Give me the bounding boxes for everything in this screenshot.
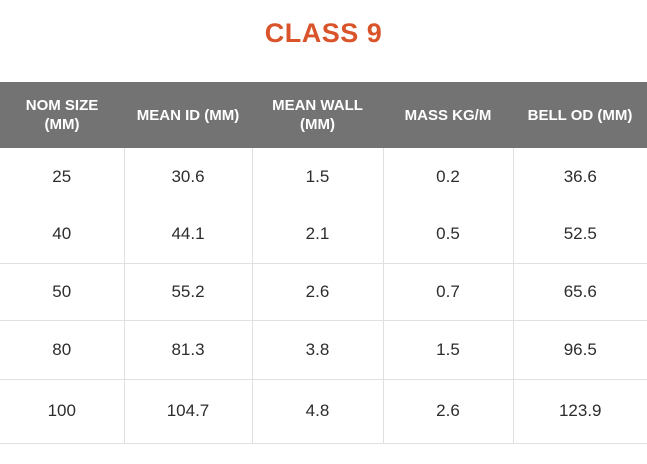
table-row: 50 55.2 2.6 0.7 65.6 <box>0 262 647 320</box>
table-cell: 65.6 <box>512 262 647 320</box>
table-cell: 81.3 <box>123 319 252 379</box>
table-cell: 4.8 <box>251 378 383 443</box>
table-cell: 104.7 <box>123 378 252 443</box>
table-cell: 2.6 <box>251 262 383 320</box>
column-header-mass: MASS KG/M <box>383 82 513 148</box>
table-cell: 36.6 <box>512 148 647 205</box>
table-cell: 1.5 <box>382 319 513 379</box>
table-row: 40 44.1 2.1 0.5 52.5 <box>0 205 647 263</box>
class-9-spec-table: NOM SIZE (MM) MEAN ID (MM) MEAN WALL (MM… <box>0 82 647 444</box>
table-cell: 80 <box>0 319 124 379</box>
table-row: 80 81.3 3.8 1.5 96.5 <box>0 319 647 379</box>
table-cell: 50 <box>0 262 124 320</box>
table-body: 25 30.6 1.5 0.2 36.6 40 44.1 2.1 0.5 52.… <box>0 148 647 443</box>
table-cell: 2.1 <box>251 205 383 263</box>
table-cell: 0.5 <box>382 205 513 263</box>
table-cell: 0.2 <box>382 148 513 205</box>
table-row: 100 104.7 4.8 2.6 123.9 <box>0 378 647 443</box>
column-header-nom-size: NOM SIZE (MM) <box>0 82 124 148</box>
table-row: 25 30.6 1.5 0.2 36.6 <box>0 148 647 205</box>
column-header-mean-id: MEAN ID (MM) <box>124 82 252 148</box>
page: CLASS 9 NOM SIZE (MM) MEAN ID (MM) MEAN … <box>0 16 647 464</box>
table-cell: 3.8 <box>251 319 383 379</box>
header-row: NOM SIZE (MM) MEAN ID (MM) MEAN WALL (MM… <box>0 82 647 148</box>
column-header-mean-wall: MEAN WALL (MM) <box>252 82 383 148</box>
table-cell: 0.7 <box>382 262 513 320</box>
table-header: NOM SIZE (MM) MEAN ID (MM) MEAN WALL (MM… <box>0 82 647 148</box>
column-header-bell-od: BELL OD (MM) <box>513 82 647 148</box>
table-cell: 55.2 <box>123 262 252 320</box>
table-cell: 44.1 <box>123 205 252 263</box>
table-cell: 96.5 <box>512 319 647 379</box>
table-cell: 40 <box>52 223 72 243</box>
page-title: CLASS 9 <box>264 18 383 48</box>
table-cell: 52.5 <box>512 205 647 263</box>
table-cell: 100 <box>0 378 124 443</box>
table-cell: 123.9 <box>512 378 647 443</box>
table-cell: 25 <box>52 166 72 186</box>
table-cell: 2.6 <box>382 378 513 443</box>
table-cell: 30.6 <box>123 148 252 205</box>
table-cell: 1.5 <box>251 148 383 205</box>
